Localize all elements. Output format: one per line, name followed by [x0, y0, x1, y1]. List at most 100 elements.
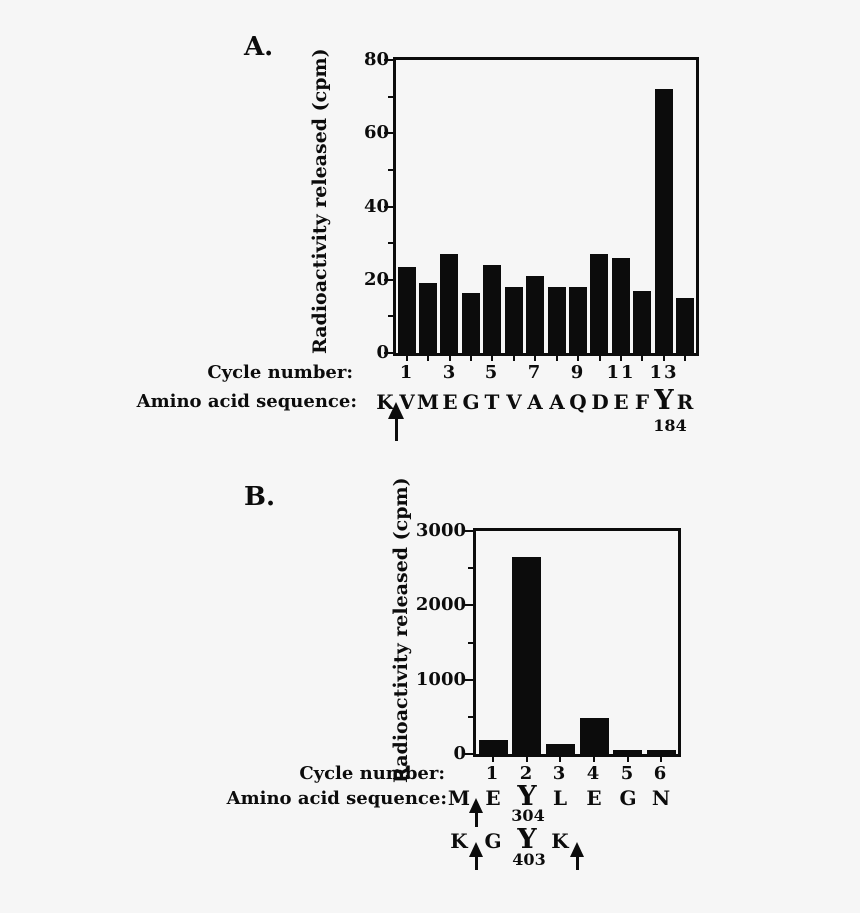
- x-axis-tick: [406, 356, 408, 361]
- bar-cycle-4: [462, 293, 480, 353]
- sequence-letter: K: [551, 829, 569, 853]
- arrow-head-icon: [469, 798, 483, 813]
- x-axis-tick-label: 5: [484, 362, 500, 383]
- sequence-letter: A: [549, 390, 565, 414]
- bar-cycle-9: [569, 287, 587, 353]
- sequence-letter: T: [484, 390, 500, 414]
- cleavage-arrow-icon: [388, 402, 404, 441]
- x-axis-tick-label: 5: [620, 763, 636, 784]
- y-axis-tick: [384, 206, 393, 208]
- sequence-letter: A: [527, 390, 543, 414]
- arrow-head-icon: [388, 402, 404, 419]
- arrow-stem: [474, 857, 478, 870]
- x-axis-tick: [559, 757, 561, 762]
- sequence-letter: E: [613, 390, 629, 414]
- sequence-letter: R: [676, 390, 694, 414]
- x-axis-tick-label: 3: [552, 763, 568, 784]
- y-axis-minor-tick: [468, 716, 473, 718]
- x-axis-tick: [684, 356, 686, 361]
- sequence-letter: L: [552, 786, 568, 810]
- bar-cycle-4: [580, 718, 609, 754]
- x-axis-tick: [470, 356, 472, 361]
- y-axis-tick: [464, 530, 473, 532]
- x-axis-tick-label: 13: [649, 362, 679, 383]
- x-axis-tick-label: 3: [442, 362, 458, 383]
- sequence-letter: G: [484, 829, 502, 853]
- y-axis-tick: [464, 753, 473, 755]
- sequence-letter: M: [447, 786, 471, 810]
- x-axis-tick-label: 7: [527, 362, 543, 383]
- sequence-letter: N: [651, 786, 671, 810]
- y-axis-tick-label: 40: [363, 196, 389, 217]
- x-axis-tick-label: 1: [485, 763, 501, 784]
- panel-a-plot-area: [393, 57, 699, 356]
- sequence-letter: G: [619, 786, 637, 810]
- y-axis-tick-label: 80: [363, 49, 389, 70]
- x-axis-tick: [599, 356, 601, 361]
- x-axis-tick: [492, 757, 494, 762]
- panel-b-amino-acid-sequence-label: Amino acid sequence:: [226, 788, 447, 809]
- sequence-letter-highlight: Y: [517, 824, 537, 855]
- y-axis-tick-label: 2000: [415, 594, 466, 615]
- y-axis-tick: [384, 59, 393, 61]
- x-axis-tick: [620, 356, 622, 361]
- bar-cycle-11: [612, 258, 630, 353]
- cleavage-arrow-icon: [469, 798, 483, 827]
- y-axis-minor-tick: [468, 642, 473, 644]
- x-axis-tick: [593, 757, 595, 762]
- panel-b-y-axis-title: Radioactivity released (cpm): [390, 477, 412, 783]
- bar-cycle-3: [440, 254, 458, 353]
- x-axis-tick: [663, 356, 665, 361]
- panel-b-plot-area: [473, 528, 681, 757]
- panel-a-y-axis-title: Radioactivity released (cpm): [309, 48, 331, 354]
- bar-cycle-2: [419, 283, 437, 353]
- y-axis-minor-tick: [388, 315, 393, 317]
- arrow-head-icon: [570, 842, 584, 857]
- bar-cycle-13: [655, 89, 673, 353]
- x-axis-tick-label: 11: [606, 362, 636, 383]
- y-axis-tick: [464, 679, 473, 681]
- x-axis-tick: [449, 356, 451, 361]
- sequence-letter: K: [450, 829, 468, 853]
- arrow-stem: [474, 813, 478, 827]
- sequence-letter: G: [462, 390, 480, 414]
- sequence-letter: E: [485, 786, 501, 810]
- x-axis-tick-label: 1: [399, 362, 415, 383]
- sequence-letter: D: [591, 390, 609, 414]
- arrow-stem: [394, 419, 398, 441]
- sequence-letter: M: [416, 390, 440, 414]
- bar-cycle-12: [633, 291, 651, 353]
- y-axis-tick: [384, 132, 393, 134]
- sequence-letter-highlight: Y: [517, 781, 537, 812]
- sequence-letter: E: [586, 786, 602, 810]
- x-axis-tick: [491, 356, 493, 361]
- y-axis-tick: [464, 604, 473, 606]
- y-axis-tick-label: 60: [363, 122, 389, 143]
- panel-a-label: A.: [244, 32, 274, 62]
- residue-number: 304: [511, 806, 545, 825]
- x-axis-tick: [641, 356, 643, 361]
- x-axis-tick: [577, 356, 579, 361]
- bar-cycle-1: [479, 740, 508, 754]
- y-axis-tick-label: 1000: [415, 669, 466, 690]
- bar-cycle-7: [526, 276, 544, 353]
- residue-number: 184: [653, 416, 687, 435]
- y-axis-minor-tick: [468, 567, 473, 569]
- sequence-letter: F: [634, 390, 650, 414]
- bar-cycle-3: [546, 744, 575, 754]
- x-axis-tick-label: 6: [653, 763, 669, 784]
- x-axis-tick: [513, 356, 515, 361]
- bar-cycle-5: [613, 750, 642, 754]
- panel-b-label: B.: [244, 482, 276, 512]
- bar-cycle-6: [647, 750, 676, 754]
- arrow-head-icon: [469, 842, 483, 857]
- x-axis-tick-label: 2: [519, 763, 535, 784]
- y-axis-tick-label: 0: [376, 342, 389, 363]
- x-axis-tick: [660, 757, 662, 762]
- sequence-letter: V: [506, 390, 522, 414]
- y-axis-minor-tick: [388, 169, 393, 171]
- x-axis-tick: [556, 356, 558, 361]
- bar-cycle-2: [512, 557, 541, 754]
- y-axis-tick-label: 20: [363, 269, 389, 290]
- bar-cycle-8: [548, 287, 566, 353]
